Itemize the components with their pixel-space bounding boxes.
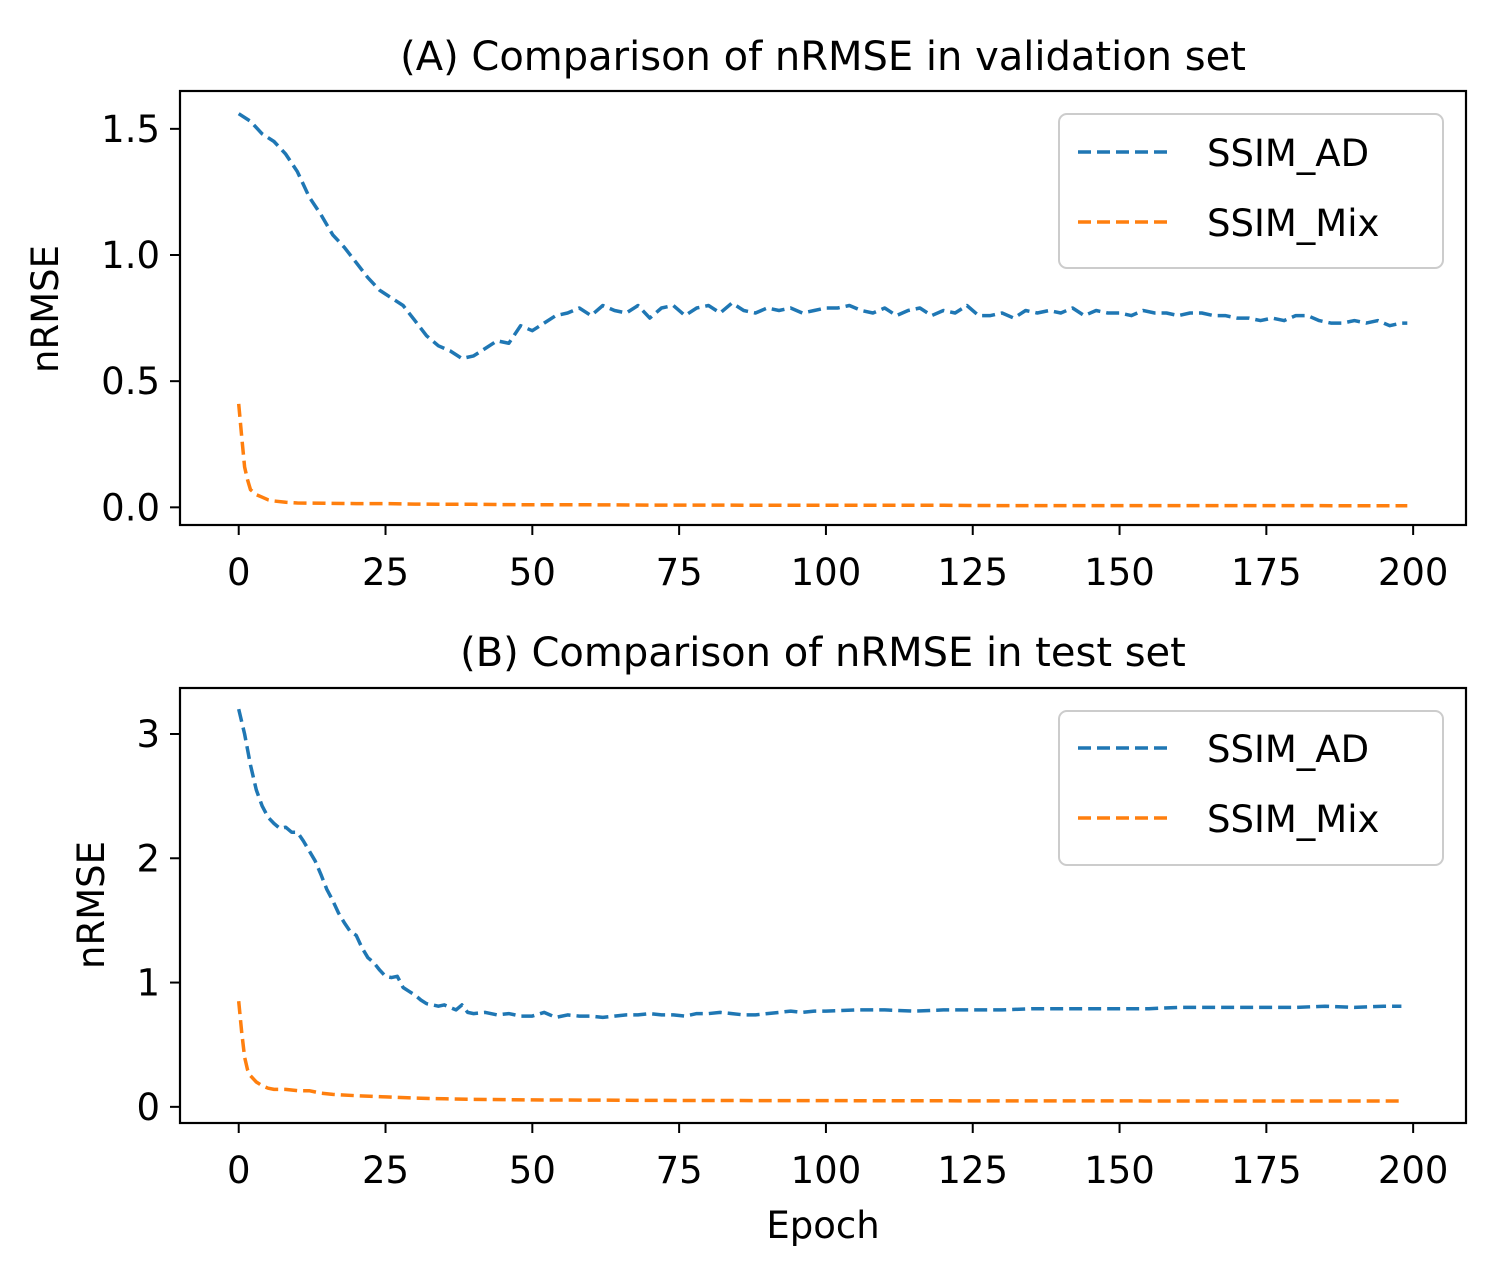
y-tick-label: 1.5	[101, 108, 160, 151]
x-tick-label: 0	[227, 551, 251, 594]
x-tick-label: 25	[362, 1149, 409, 1192]
y-tick-label: 2	[136, 837, 160, 880]
legend: SSIM_AD SSIM_Mix	[1058, 113, 1444, 269]
legend-label-ssim-ad: SSIM_AD	[1207, 132, 1369, 175]
x-tick-label: 75	[656, 1149, 703, 1192]
x-tick-label: 175	[1231, 1149, 1302, 1192]
x-tick-label: 100	[791, 1149, 862, 1192]
series-line-ssim-ad	[236, 708, 1402, 1020]
x-tick-label: 150	[1084, 1149, 1155, 1192]
x-tick-label: 25	[362, 551, 409, 594]
x-tick-label: 200	[1378, 551, 1449, 594]
x-tick-label: 125	[937, 1149, 1008, 1192]
series-line-ssim-mix	[236, 403, 1408, 508]
x-tick-label: 175	[1231, 551, 1302, 594]
series-line-ssim-mix	[236, 1001, 1402, 1103]
y-axis-label: nRMSE	[70, 841, 113, 969]
chart-title: (A) Comparison of nRMSE in validation se…	[400, 34, 1246, 80]
legend-label-ssim-ad: SSIM_AD	[1207, 728, 1369, 771]
x-axis-label: Epoch	[766, 1204, 879, 1247]
x-tick-label: 0	[227, 1149, 251, 1192]
y-tick-label: 0	[136, 1086, 160, 1129]
x-tick-label: 100	[791, 551, 862, 594]
x-tick-label: 200	[1378, 1149, 1449, 1192]
legend-label-ssim-mix: SSIM_Mix	[1207, 798, 1379, 841]
plot-frame	[178, 89, 1468, 527]
legend: SSIM_AD SSIM_Mix	[1058, 710, 1444, 866]
plot-area	[236, 708, 1402, 1103]
x-tick-label: 50	[509, 1149, 556, 1192]
x-tick-label: 50	[509, 551, 556, 594]
y-tick-label: 3	[136, 713, 160, 756]
plot-area	[236, 112, 1408, 508]
chart-panel-a: (A) Comparison of nRMSE in validation se…	[24, 34, 1468, 594]
legend-label-ssim-mix: SSIM_Mix	[1207, 202, 1379, 245]
chart-panel-b: (B) Comparison of nRMSE in test set nRMS…	[70, 630, 1468, 1247]
y-tick-label: 1	[136, 962, 160, 1005]
x-tick-label: 150	[1084, 551, 1155, 594]
y-axis-label: nRMSE	[24, 245, 67, 373]
chart-title: (B) Comparison of nRMSE in test set	[460, 630, 1186, 676]
series-line-ssim-ad	[237, 112, 1408, 361]
plot-frame	[178, 686, 1468, 1125]
y-tick-label: 1.0	[101, 234, 160, 277]
y-tick-label: 0.0	[101, 486, 160, 529]
y-tick-label: 0.5	[101, 360, 160, 403]
x-tick-label: 125	[937, 551, 1008, 594]
x-tick-label: 75	[656, 551, 703, 594]
